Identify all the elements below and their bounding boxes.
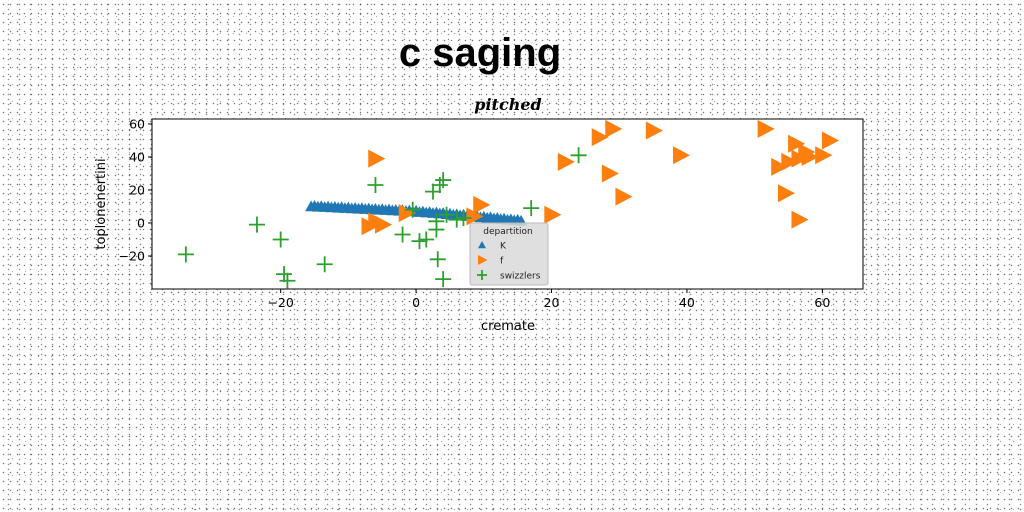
data-point-f-10 (605, 119, 623, 138)
data-point-swizzlers-10 (418, 231, 435, 248)
data-point-f-6 (473, 195, 491, 214)
data-point-swizzlers-20 (455, 210, 472, 227)
data-point-f-23 (815, 146, 833, 165)
y-axis-label: toplonenertini (94, 158, 109, 249)
legend-title: departition (483, 227, 532, 237)
data-point-swizzlers-18 (428, 213, 445, 230)
x-axis: −20 0 20 40 60 (267, 289, 830, 310)
data-point-f-16 (771, 157, 789, 176)
data-point-f-11 (601, 164, 619, 183)
data-point-f-19 (781, 152, 799, 171)
x-tick-label: −20 (267, 295, 293, 310)
legend-label-f: f (500, 257, 504, 267)
data-point-f-8 (557, 152, 575, 171)
data-point-f-4 (398, 204, 416, 223)
data-point-f-25 (791, 210, 809, 229)
legend-box (469, 222, 549, 286)
x-tick-label: 60 (814, 295, 830, 310)
data-point-swizzlers-8 (404, 201, 421, 218)
y-tick-label: −20 (119, 248, 145, 263)
legend-label-swizzlers: swizzlers (500, 272, 541, 282)
data-point-swizzlers-9 (411, 233, 428, 250)
data-point-swizzlers-3 (276, 266, 293, 283)
data-point-f-24 (821, 131, 840, 150)
x-tick-label: 0 (412, 295, 420, 310)
legend-marker-swizzlers (477, 270, 487, 280)
data-point-swizzlers-22 (570, 147, 587, 164)
data-point-swizzlers-6 (367, 177, 384, 194)
legend-label-K: K (500, 242, 507, 252)
legend-marker-f (478, 255, 488, 265)
data-point-f-9 (591, 128, 609, 147)
x-tick-label: 40 (679, 295, 695, 310)
y-tick-label: 40 (129, 149, 145, 164)
data-point-f-22 (801, 147, 819, 166)
y-tick-label: 0 (137, 215, 145, 230)
data-point-f-13 (645, 121, 663, 140)
data-point-swizzlers-4 (279, 272, 296, 289)
data-point-f-5 (466, 207, 484, 226)
data-point-swizzlers-5 (316, 256, 333, 273)
data-point-f-3 (375, 215, 393, 234)
data-point-f-17 (777, 184, 796, 203)
y-tick-label: 60 (129, 116, 145, 131)
x-tick-label: 20 (544, 295, 560, 310)
data-point-swizzlers-1 (248, 216, 265, 233)
legend: departition Kf swizzlers (469, 222, 549, 286)
data-point-swizzlers-7 (394, 226, 411, 243)
data-point-swizzlers-2 (272, 231, 289, 248)
y-axis: −20 0 20 40 60 (119, 116, 152, 263)
data-point-swizzlers-17 (438, 206, 455, 223)
data-point-swizzlers-16 (435, 271, 452, 288)
data-point-f-7 (544, 205, 562, 224)
data-point-f-15 (757, 119, 775, 138)
data-point-f-14 (672, 146, 691, 165)
data-point-f-0 (368, 149, 386, 168)
y-tick-label: 20 (129, 182, 145, 197)
data-point-swizzlers-15 (435, 172, 452, 189)
data-point-swizzlers-21 (523, 200, 540, 217)
data-point-swizzlers-19 (448, 211, 465, 228)
data-point-f-18 (788, 134, 806, 153)
data-marks (177, 119, 840, 289)
legend-marker-K (478, 241, 486, 249)
data-point-swizzlers-11 (425, 183, 442, 200)
chart-title: pitched (474, 95, 541, 114)
legend-items: Kf swizzlers (477, 241, 541, 282)
chart-suptitle: c saging (399, 31, 561, 75)
data-point-swizzlers-0 (177, 246, 194, 263)
data-point-f-12 (615, 187, 633, 206)
data-point-swizzlers-13 (429, 251, 446, 268)
x-axis-label: cremate (481, 319, 535, 334)
